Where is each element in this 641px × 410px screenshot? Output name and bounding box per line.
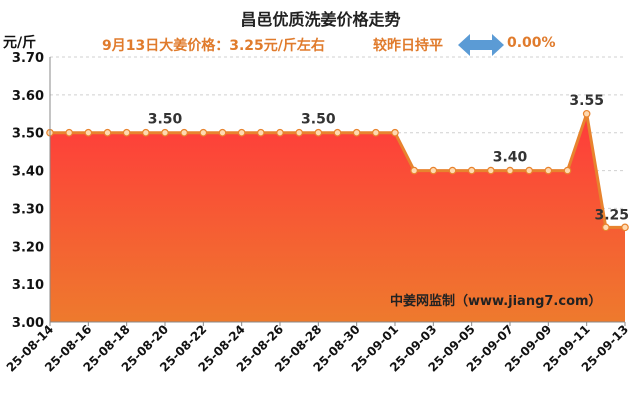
- change-percent: 0.00%: [507, 35, 556, 51]
- y-tick-label: 3.40: [12, 165, 44, 180]
- data-point: [544, 166, 553, 175]
- data-point: [467, 166, 476, 175]
- data-point: [621, 223, 629, 232]
- data-point: [602, 223, 610, 232]
- data-point: [276, 128, 284, 137]
- y-tick-label: 3.10: [12, 278, 44, 293]
- data-point: [218, 128, 227, 137]
- data-point: [487, 166, 495, 175]
- price-summary: 9月13日大姜价格：3.25元/斤左右: [102, 38, 325, 54]
- data-point: [237, 128, 246, 137]
- data-point: [506, 166, 514, 175]
- data-label: 3.25: [594, 207, 629, 223]
- data-point: [314, 128, 323, 137]
- data-point: [410, 166, 418, 175]
- data-point: [103, 128, 112, 137]
- data-point: [122, 128, 131, 137]
- data-point: [372, 128, 380, 137]
- data-point: [257, 128, 265, 137]
- double-arrow-icon: [458, 34, 504, 56]
- y-tick-label: 3.70: [12, 51, 44, 66]
- data-point: [429, 166, 438, 175]
- x-axis: 25-08-1425-08-1625-08-1825-08-2025-08-22…: [4, 322, 631, 375]
- data-point: [352, 128, 361, 137]
- data-labels: 3.50 3.50 3.40 3.55 3.25: [148, 93, 629, 224]
- data-label: 3.50: [148, 112, 183, 128]
- data-point: [295, 128, 303, 137]
- y-axis-unit: 元/斤: [3, 35, 37, 51]
- y-tick-label: 3.30: [12, 202, 44, 217]
- data-point: [199, 128, 208, 137]
- data-point: [525, 166, 533, 175]
- data-point: [65, 128, 73, 137]
- y-tick-label: 3.50: [12, 127, 44, 142]
- compare-label: 较昨日持平: [373, 38, 443, 54]
- data-point: [161, 128, 169, 137]
- y-tick-label: 3.00: [12, 316, 44, 331]
- data-label: 3.50: [301, 112, 336, 128]
- data-point: [84, 128, 93, 137]
- data-point: [563, 166, 572, 175]
- area-fill: [50, 113, 625, 322]
- chart-title: 昌邑优质洗姜价格走势: [240, 10, 401, 29]
- data-point: [582, 109, 591, 118]
- data-point: [333, 128, 342, 137]
- y-tick-label: 3.60: [12, 89, 44, 104]
- data-label: 3.40: [493, 150, 528, 166]
- data-label: 3.55: [569, 93, 604, 109]
- data-point: [448, 166, 457, 175]
- watermark: 中姜网监制（www.jiang7.com）: [390, 293, 602, 309]
- data-point: [142, 128, 150, 137]
- data-point: [391, 128, 399, 137]
- y-tick-label: 3.20: [12, 240, 44, 255]
- data-point: [180, 128, 188, 137]
- y-axis: 3.00 3.10 3.20 3.30 3.40 3.50 3.60 3.70: [12, 51, 625, 331]
